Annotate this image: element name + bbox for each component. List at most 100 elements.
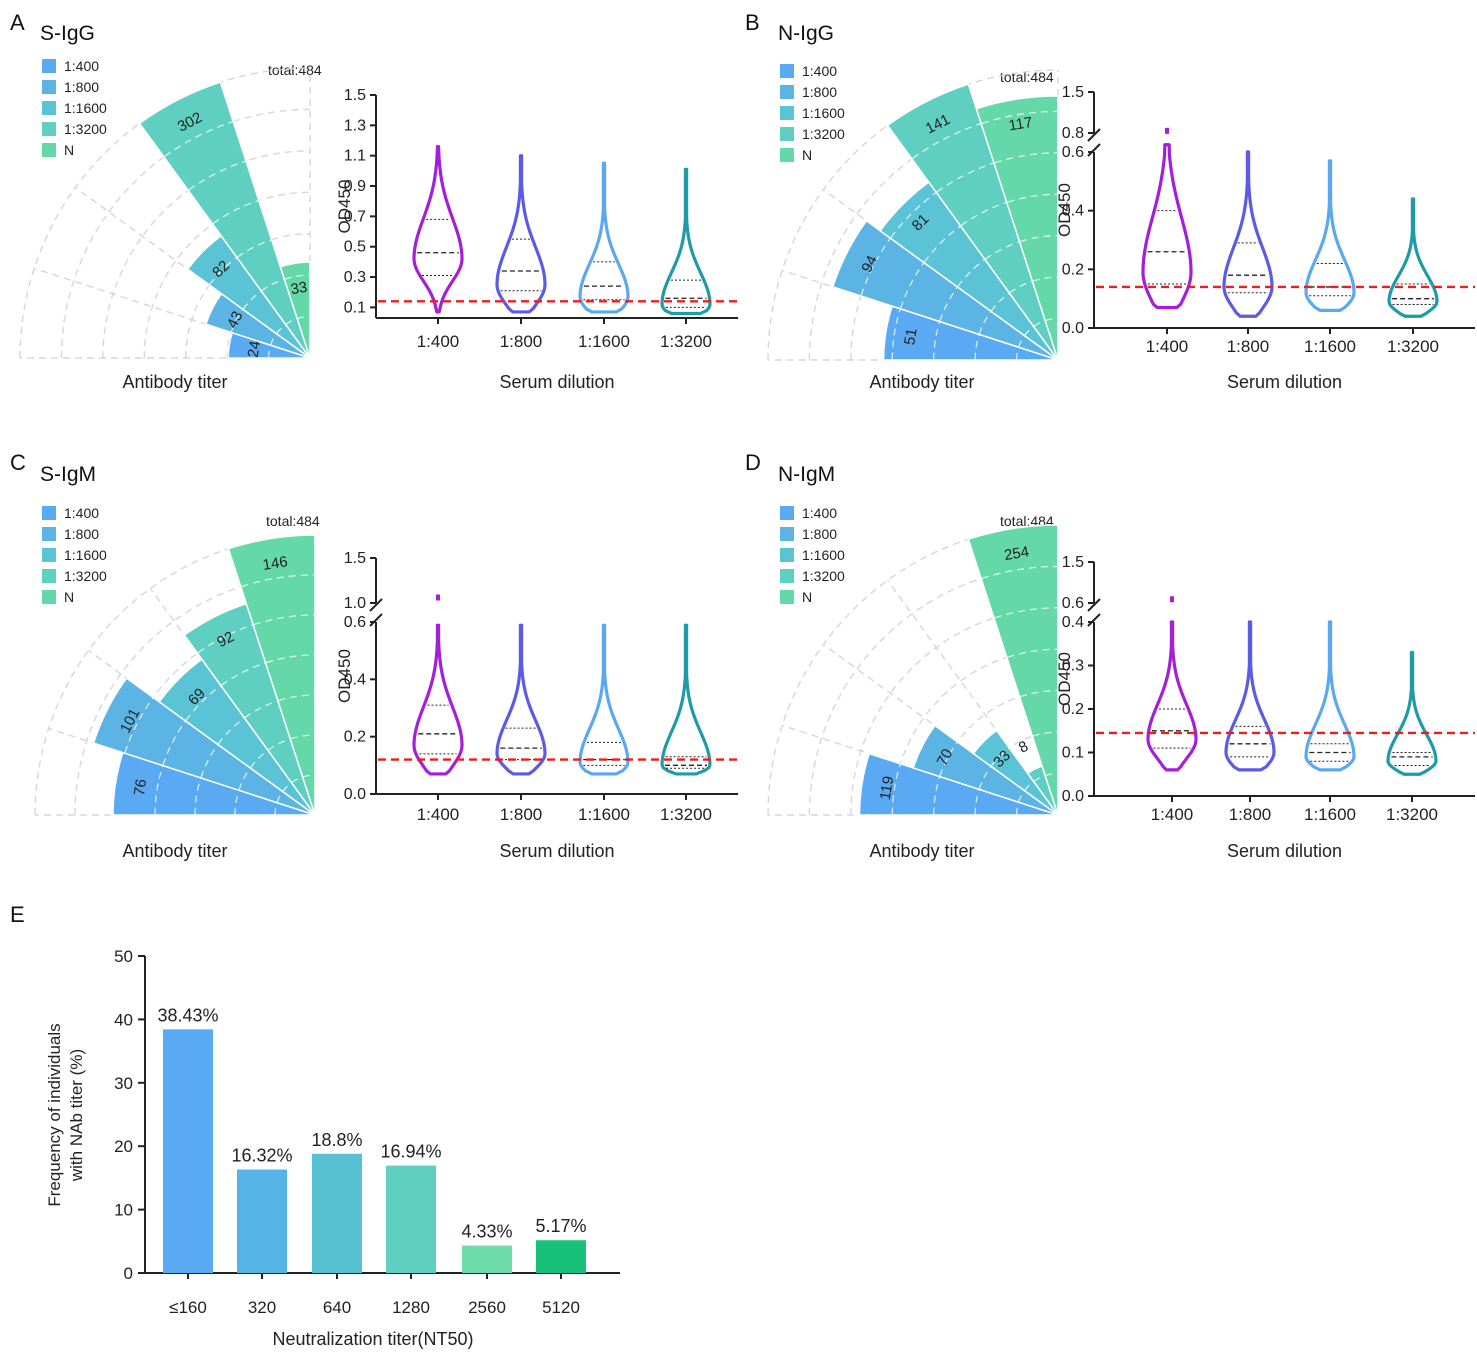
x-tick-label: 1:3200	[1386, 805, 1438, 824]
legend-label: N	[64, 589, 74, 605]
axis-break-mark	[1087, 613, 1101, 627]
axis-break-mark	[369, 613, 383, 627]
x-axis-title: Serum dilution	[1227, 372, 1342, 392]
rose-value-label: 8	[1016, 738, 1031, 757]
legend-swatch	[42, 569, 56, 583]
violin-1:1600	[578, 161, 630, 314]
x-tick-label: 1:400	[417, 332, 460, 351]
rose-value-label: 117	[1008, 114, 1034, 135]
panel-title: N-IgG	[778, 22, 834, 45]
y-axis-title: OD450	[1055, 183, 1074, 237]
rose-wedge-arc	[890, 192, 936, 238]
rose-wedge-arc	[162, 721, 186, 766]
violin-outlier	[436, 594, 440, 601]
rose-wedge-arc	[1007, 648, 1058, 658]
y-tick-label: 0.4	[344, 671, 366, 688]
legend-label: 1:3200	[802, 126, 845, 142]
y-tick-label: 10	[114, 1201, 133, 1220]
x-tick-label: 1:400	[1151, 805, 1194, 824]
legend-swatch	[42, 143, 56, 157]
rose-wedge-1:3200	[138, 81, 311, 359]
y-tick-label: 0.7	[344, 208, 366, 225]
y-tick-label: 0.6	[1062, 595, 1084, 612]
rose-wedge-arc	[200, 744, 219, 778]
rose-x-axis-title: Antibody titer	[122, 841, 227, 861]
legend-swatch	[780, 590, 794, 604]
legend-label: 1:1600	[64, 547, 107, 563]
rose-grid-spoke	[149, 588, 316, 816]
y-tick-label: 0.1	[1062, 745, 1084, 762]
legend-swatch	[42, 59, 56, 73]
rose-wedge-1:800	[92, 677, 316, 816]
bar-320	[237, 1169, 287, 1273]
rose-value-label: 33	[289, 279, 308, 298]
y-tick-label: 0	[124, 1264, 133, 1283]
x-axis-title: Serum dilution	[499, 841, 614, 861]
legend-label: 1:400	[802, 505, 837, 521]
legend-label: 1:1600	[802, 547, 845, 563]
y-tick-label: 1.5	[344, 550, 366, 567]
violin-1:3200	[1386, 650, 1438, 776]
panel-label: E	[10, 902, 25, 927]
rose-wedge-arc	[253, 614, 315, 626]
legend-label: 1:1600	[802, 105, 845, 121]
legend-swatch	[780, 85, 794, 99]
rose-value-label: 51	[901, 327, 920, 346]
y-tick-label: 0.4	[1062, 203, 1084, 220]
legend-swatch	[42, 590, 56, 604]
x-axis-title: Serum dilution	[499, 372, 614, 392]
y-tick-label: 1.3	[344, 117, 366, 134]
panel-B: B N-IgG1:4001:8001:16001:3200Ntotal:484An…	[745, 10, 1054, 392]
rose-wedge-1:3200	[886, 83, 1059, 361]
violin-1:800	[1224, 620, 1276, 772]
rose-wedge-arc	[860, 238, 891, 296]
x-tick-label: 1:800	[500, 332, 543, 351]
rose-value-label: 24	[245, 340, 264, 359]
x-tick-label: 1280	[392, 1298, 430, 1317]
legend-label: 1:800	[802, 526, 837, 542]
rose-wedge-arc	[185, 685, 221, 721]
legend-swatch	[42, 101, 56, 115]
violin-chart-B: 0.0 0.2 0.4 0.6 0.8 1.5 1:400 1:800 1:1600 1:3200…	[1055, 84, 1475, 392]
y-tick-label: 1.1	[344, 148, 366, 165]
legend-label: 1:800	[64, 79, 99, 95]
violin-1:400	[1146, 620, 1198, 772]
rose-wedge-arc	[241, 574, 315, 588]
bar-value-label: 5.17%	[535, 1216, 586, 1236]
panel-title: N-IgM	[778, 463, 835, 486]
y-tick-label: 0.2	[344, 729, 366, 746]
rose-wedge-arc	[981, 110, 1058, 124]
legend-swatch	[780, 127, 794, 141]
legend-swatch	[42, 80, 56, 94]
x-tick-label: 1:1600	[578, 332, 630, 351]
y-tick-label: 1.0	[344, 595, 366, 612]
x-tick-label: 5120	[542, 1298, 580, 1317]
rose-wedge-arc	[290, 734, 315, 740]
panel-title: S-IgM	[40, 463, 96, 486]
rose-wedge-arc	[936, 162, 994, 193]
legend-label: 1:3200	[64, 121, 107, 137]
rose-wedge-arc	[990, 747, 1010, 767]
axis-break-mark	[369, 598, 383, 612]
y-tick-label: 0.0	[1062, 788, 1084, 805]
rose-wedge-arc	[891, 309, 901, 360]
rose-wedge-arc	[1019, 690, 1058, 698]
y-tick-label: 30	[114, 1074, 133, 1093]
rose-wedge-arc	[221, 662, 266, 686]
y-axis-title: OD450	[335, 180, 354, 234]
violin-1:800	[1222, 150, 1274, 318]
rose-x-axis-title: Antibody titer	[869, 841, 974, 861]
legend-swatch	[42, 527, 56, 541]
rose-wedge-arc	[209, 257, 237, 285]
legend-swatch	[780, 527, 794, 541]
rose-wedge-N	[967, 524, 1059, 816]
y-tick-label: 0.0	[344, 786, 366, 803]
legend-label: 1:3200	[64, 568, 107, 584]
x-tick-label: 320	[248, 1298, 276, 1317]
rose-value-label: 119	[877, 775, 898, 801]
panel-label: D	[745, 450, 761, 475]
y-tick-label: 1.5	[344, 87, 366, 104]
x-axis-title: Serum dilution	[1227, 841, 1342, 861]
